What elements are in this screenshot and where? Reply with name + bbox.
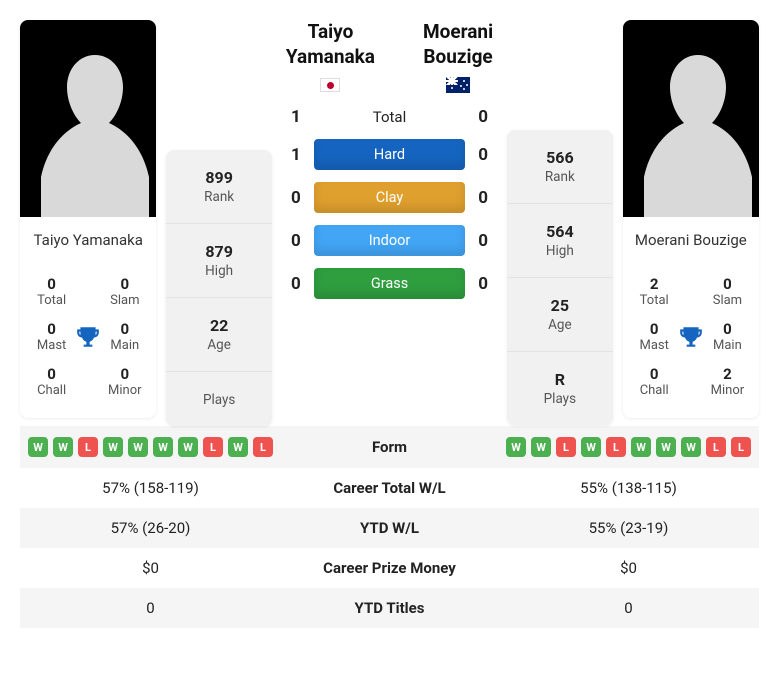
- form-pill: W: [681, 437, 701, 457]
- player1-photo: [20, 20, 156, 217]
- p2-prize: $0: [498, 548, 759, 588]
- surface-indoor[interactable]: Indoor: [314, 225, 465, 256]
- h2h-hard-p1: 1: [286, 145, 306, 165]
- h2h-clay-p2: 0: [473, 188, 493, 208]
- p1-titles-chall: 0Chall: [28, 359, 75, 404]
- trophy-icon: [75, 324, 101, 350]
- p1-form: WWLWWWWLWL: [28, 437, 273, 457]
- h2h-total-label: Total: [314, 108, 465, 126]
- h2h-indoor-p2: 0: [473, 231, 493, 251]
- p2-titles-total: 2Total: [631, 269, 678, 314]
- p1-titles-main: 0Main: [101, 314, 148, 359]
- japan-flag-icon: [320, 78, 340, 92]
- form-pill: L: [253, 437, 273, 457]
- p1-ytd-titles: 0: [20, 588, 281, 628]
- p2-plays: RPlays: [507, 352, 612, 425]
- form-pill: W: [28, 437, 48, 457]
- form-pill: W: [153, 437, 173, 457]
- player2-photo: [623, 20, 759, 217]
- form-pill: L: [606, 437, 626, 457]
- p1-titles-total: 0Total: [28, 269, 75, 314]
- form-pill: L: [731, 437, 751, 457]
- form-pill: W: [53, 437, 73, 457]
- player2-titles: 2Total 0Slam 0Mast 0Main 0Chall 2Minor: [623, 263, 759, 418]
- p2-titles-mast: 0Mast: [631, 314, 678, 359]
- form-pill: W: [128, 437, 148, 457]
- p2-ytd-titles: 0: [498, 588, 759, 628]
- player-silhouette-icon: [638, 37, 758, 217]
- p1-plays: Plays: [166, 372, 271, 426]
- form-pill: W: [581, 437, 601, 457]
- p2-titles-chall: 0Chall: [631, 359, 678, 404]
- player1-card: Taiyo Yamanaka 0Total 0Slam 0Mast 0Main …: [20, 20, 156, 418]
- p1-career-wl: 57% (158-119): [20, 468, 281, 508]
- p1-rank: 899Rank: [166, 150, 271, 224]
- label-form: Form: [281, 426, 498, 468]
- p2-high: 564High: [507, 204, 612, 278]
- player1-name[interactable]: Taiyo Yamanaka: [20, 217, 156, 263]
- player1-titles: 0Total 0Slam 0Mast 0Main 0Chall 0Minor: [20, 263, 156, 418]
- row-career-wl: 57% (158-119) Career Total W/L 55% (138-…: [20, 468, 759, 508]
- form-pill: W: [103, 437, 123, 457]
- p2-ytd-wl: 55% (23-19): [498, 508, 759, 548]
- p1-ytd-wl: 57% (26-20): [20, 508, 281, 548]
- australia-flag-icon: [446, 77, 470, 93]
- row-ytd-wl: 57% (26-20) YTD W/L 55% (23-19): [20, 508, 759, 548]
- trophy-icon: [678, 324, 704, 350]
- h2h-total-p1: 1: [286, 107, 306, 127]
- p1-titles-minor: 0Minor: [101, 359, 148, 404]
- player2-name[interactable]: Moerani Bouzige: [623, 217, 759, 263]
- form-pill: W: [531, 437, 551, 457]
- form-pill: W: [656, 437, 676, 457]
- player1-stats: 899Rank 879High 22Age Plays: [166, 150, 271, 426]
- h2h-grass-p2: 0: [473, 274, 493, 294]
- h2h-grass-p1: 0: [286, 274, 306, 294]
- surface-hard[interactable]: Hard: [314, 139, 465, 170]
- p2-form: WWLWLWWWLL: [506, 437, 751, 457]
- comparison-table: WWLWWWWLWL Form WWLWLWWWLL 57% (158-119)…: [20, 426, 759, 628]
- form-pill: W: [631, 437, 651, 457]
- row-form: WWLWWWWLWL Form WWLWLWWWLL: [20, 426, 759, 468]
- p2-age: 25Age: [507, 278, 612, 352]
- p1-prize: $0: [20, 548, 281, 588]
- h2h-clay-p1: 0: [286, 188, 306, 208]
- label-prize: Career Prize Money: [281, 548, 498, 588]
- player-silhouette-icon: [35, 37, 155, 217]
- form-pill: W: [506, 437, 526, 457]
- label-ytd-titles: YTD Titles: [281, 588, 498, 628]
- row-ytd-titles: 0 YTD Titles 0: [20, 588, 759, 628]
- form-pill: L: [706, 437, 726, 457]
- form-pill: L: [556, 437, 576, 457]
- player2-stats: 566Rank 564High 25Age RPlays: [507, 130, 612, 425]
- p1-high: 879High: [166, 224, 271, 298]
- p1-titles-slam: 0Slam: [101, 269, 148, 314]
- form-pill: W: [178, 437, 198, 457]
- p1-age: 22Age: [166, 298, 271, 372]
- form-pill: L: [203, 437, 223, 457]
- row-prize: $0 Career Prize Money $0: [20, 548, 759, 588]
- surface-clay[interactable]: Clay: [314, 182, 465, 213]
- center-column: TaiyoYamanaka MoeraniBouzige: [282, 20, 497, 299]
- surface-grass[interactable]: Grass: [314, 268, 465, 299]
- player2-card: Moerani Bouzige 2Total 0Slam 0Mast 0Main…: [623, 20, 759, 418]
- h2h-indoor-p1: 0: [286, 231, 306, 251]
- form-pill: W: [228, 437, 248, 457]
- p2-titles-main: 0Main: [704, 314, 751, 359]
- p1-titles-mast: 0Mast: [28, 314, 75, 359]
- p2-titles-minor: 2Minor: [704, 359, 751, 404]
- p2-titles-slam: 0Slam: [704, 269, 751, 314]
- p2-career-wl: 55% (138-115): [498, 468, 759, 508]
- p2-rank: 566Rank: [507, 130, 612, 204]
- form-pill: L: [78, 437, 98, 457]
- label-career-wl: Career Total W/L: [281, 468, 498, 508]
- label-ytd-wl: YTD W/L: [281, 508, 498, 548]
- h2h-total-p2: 0: [473, 107, 493, 127]
- h2h-hard-p2: 0: [473, 145, 493, 165]
